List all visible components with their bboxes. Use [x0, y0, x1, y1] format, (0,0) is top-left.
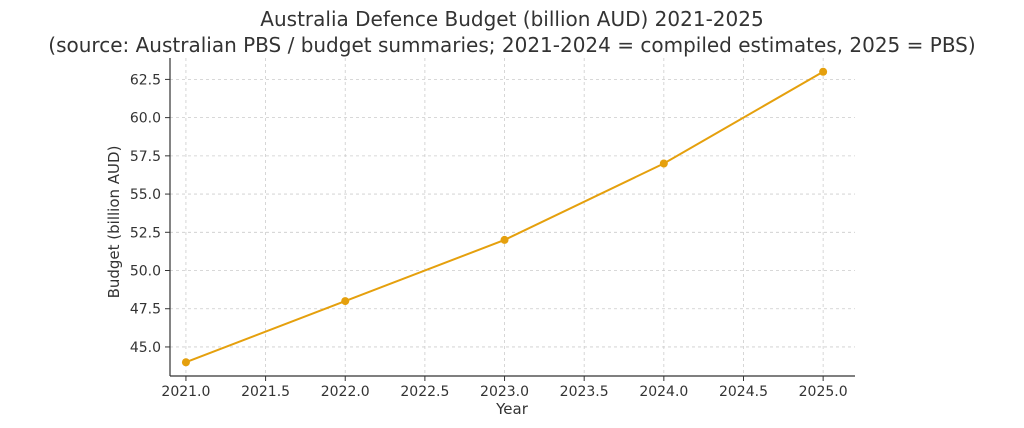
- data-point: [500, 235, 509, 244]
- data-point: [181, 358, 190, 367]
- chart-subtitle: (source: Australian PBS / budget summari…: [48, 33, 976, 57]
- data-series: [181, 67, 828, 367]
- y-axis-ticks: 45.0 47.5 50.0 52.5 55.0 57.5 60.0 62.5: [130, 72, 170, 356]
- y-tick-label: 45.0: [130, 340, 161, 356]
- y-axis-label: Budget (billion AUD): [105, 146, 123, 299]
- grid-lines: [170, 58, 855, 376]
- x-tick-label: 2023.5: [560, 384, 609, 400]
- y-tick-label: 62.5: [130, 72, 161, 88]
- x-axis-ticks: 2021.0 2021.5 2022.0 2022.5 2023.0 2023.5 2024…: [161, 376, 848, 400]
- x-tick-label: 2021.5: [241, 384, 290, 400]
- x-axis-label: Year: [495, 400, 529, 418]
- y-tick-label: 55.0: [130, 187, 161, 203]
- y-tick-label: 57.5: [130, 149, 161, 165]
- x-tick-label: 2022.0: [321, 384, 370, 400]
- chart-title: Australia Defence Budget (billion AUD) 2…: [260, 7, 764, 31]
- x-tick-label: 2021.0: [161, 384, 210, 400]
- x-tick-label: 2023.0: [480, 384, 529, 400]
- x-tick-label: 2025.0: [799, 384, 848, 400]
- axes: [169, 58, 855, 377]
- y-tick-label: 50.0: [130, 264, 161, 280]
- x-tick-label: 2022.5: [400, 384, 449, 400]
- x-tick-label: 2024.5: [719, 384, 768, 400]
- y-tick-label: 52.5: [130, 225, 161, 241]
- x-tick-label: 2024.0: [639, 384, 688, 400]
- y-tick-label: 47.5: [130, 302, 161, 318]
- data-point: [659, 159, 668, 168]
- y-tick-label: 60.0: [130, 111, 161, 127]
- data-point: [819, 67, 828, 76]
- data-point: [341, 297, 350, 306]
